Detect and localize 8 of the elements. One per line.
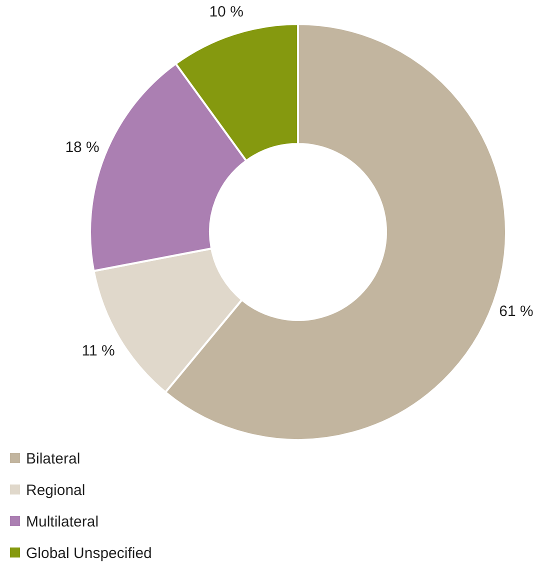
data-label: 10 % <box>209 4 244 21</box>
data-label: 11 % <box>82 342 115 360</box>
legend-label: Global Unspecified <box>26 544 152 562</box>
legend-label: Bilateral <box>26 450 80 468</box>
data-label: 61 % <box>499 302 533 320</box>
data-label: 18 % <box>65 138 100 156</box>
legend-label: Multilateral <box>26 513 99 530</box>
legend-label: Regional <box>26 482 86 499</box>
